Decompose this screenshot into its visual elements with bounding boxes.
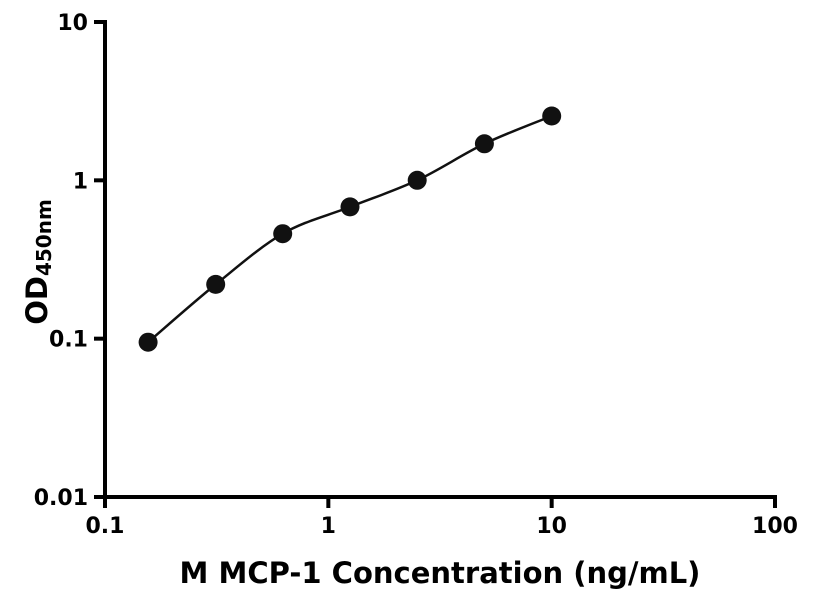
data-point: [206, 274, 226, 294]
y-tick-label: 0.1: [49, 328, 88, 353]
data-point: [340, 197, 360, 217]
data-point: [138, 332, 158, 352]
y-tick-label: 0.01: [34, 486, 88, 511]
y-axis-label: OD450nm: [20, 162, 56, 362]
x-tick-label: 1: [321, 514, 336, 539]
y-tick-label: 10: [57, 11, 88, 36]
data-point: [542, 106, 562, 126]
data-point: [407, 170, 427, 190]
x-tick-label: 10: [536, 514, 567, 539]
y-axis-label-main: OD: [20, 276, 54, 325]
data-point: [474, 134, 494, 154]
x-tick-label: 0.1: [86, 514, 125, 539]
y-tick-label: 1: [73, 169, 88, 194]
data-point: [273, 224, 293, 244]
y-axis-label-subscript: 450nm: [32, 199, 56, 277]
x-axis-label: M MCP-1 Concentration (ng/mL): [179, 556, 701, 590]
x-tick-label: 100: [752, 514, 798, 539]
